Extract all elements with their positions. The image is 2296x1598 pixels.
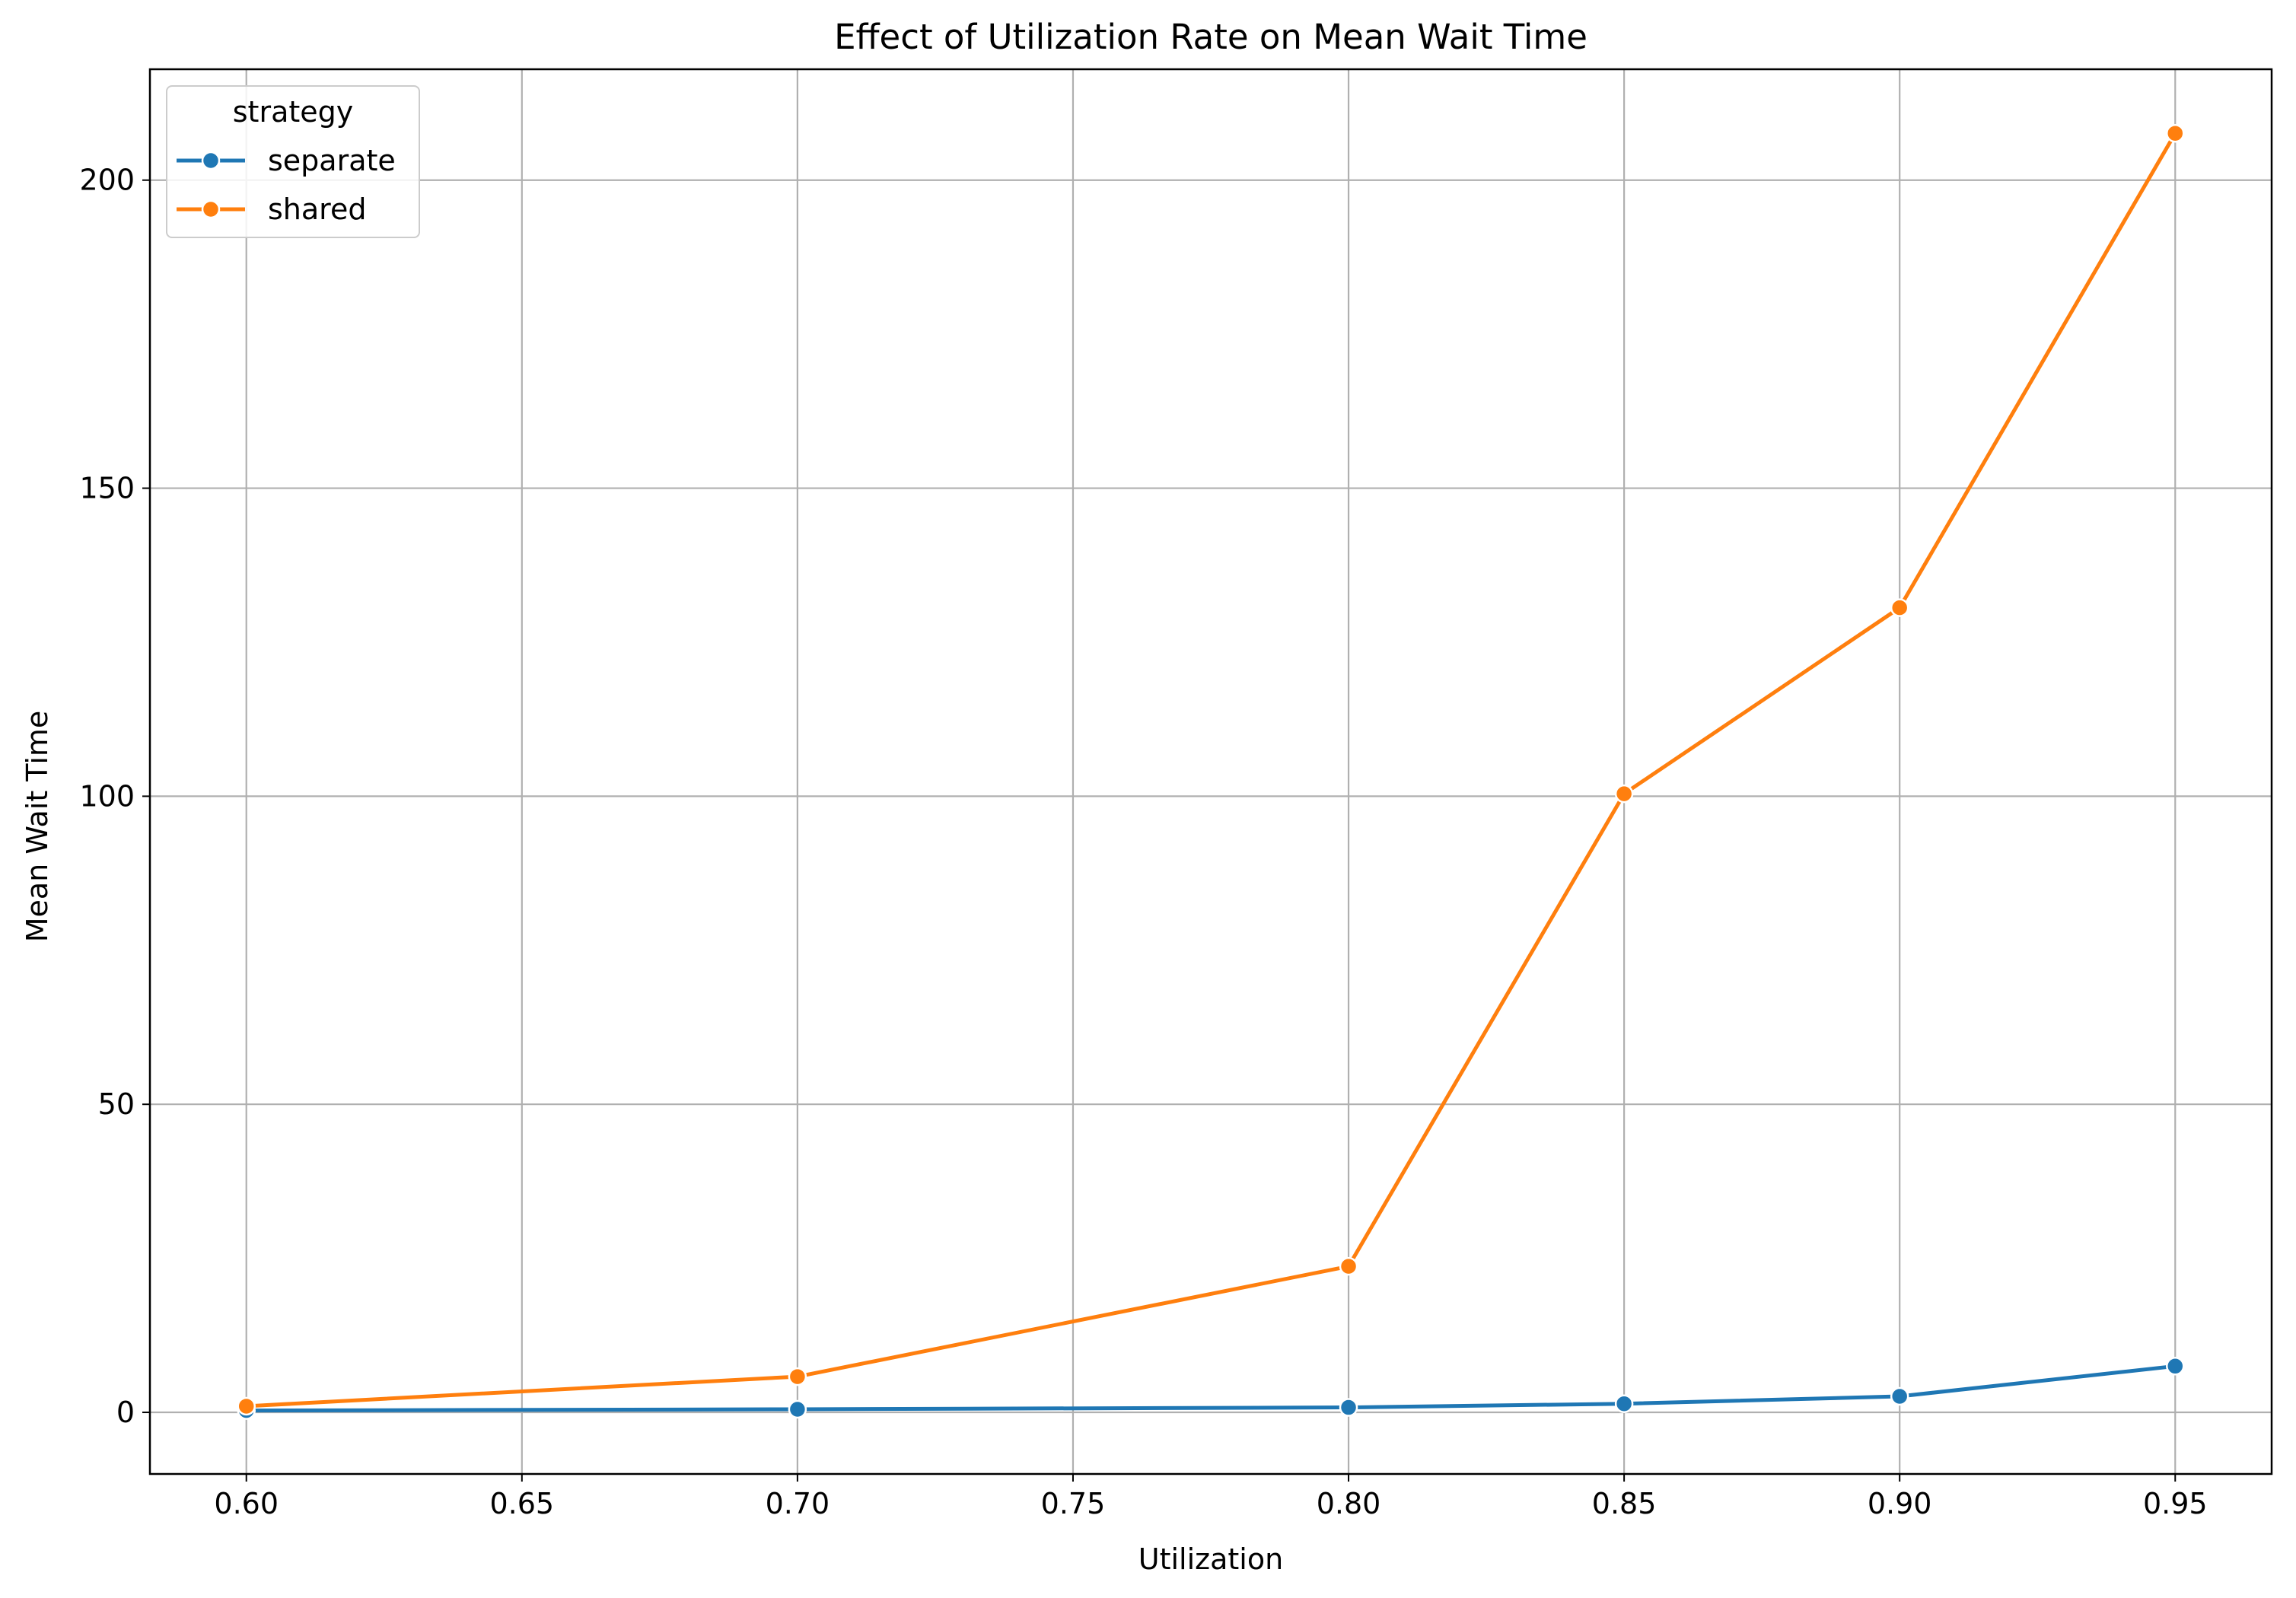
y-tick-label: 0 bbox=[116, 1396, 135, 1429]
x-axis-title: Utilization bbox=[1138, 1542, 1283, 1576]
legend-entries: separate shared bbox=[177, 144, 396, 226]
legend: strategy separate shared bbox=[166, 85, 420, 238]
data-point-shared bbox=[237, 1396, 256, 1416]
legend-entry-shared: shared bbox=[177, 193, 366, 226]
y-axis-title: Mean Wait Time bbox=[21, 711, 54, 943]
legend-frame bbox=[166, 85, 420, 238]
series-lines bbox=[237, 123, 2185, 1420]
data-point-separate bbox=[2166, 1357, 2185, 1376]
data-point-separate bbox=[1890, 1386, 1909, 1406]
series-shared bbox=[237, 123, 2185, 1416]
y-tick-label: 100 bbox=[79, 779, 135, 813]
series-separate bbox=[237, 1357, 2185, 1420]
data-point-shared bbox=[1339, 1256, 1358, 1276]
series-line-separate bbox=[244, 1364, 2177, 1413]
data-point-separate bbox=[1339, 1398, 1358, 1417]
plot-frame bbox=[148, 68, 2273, 1475]
chart-title: Effect of Utilization Rate on Mean Wait … bbox=[834, 17, 1587, 57]
data-point-shared bbox=[2166, 123, 2185, 143]
x-tick-label: 0.95 bbox=[2143, 1487, 2208, 1520]
series-line-shared bbox=[244, 131, 2177, 1409]
x-tick-label: 0.60 bbox=[214, 1487, 279, 1520]
legend-label: shared bbox=[268, 193, 366, 226]
x-tick-label: 0.90 bbox=[1868, 1487, 1932, 1520]
data-point-shared bbox=[1890, 598, 1909, 617]
x-tick-label: 0.85 bbox=[1592, 1487, 1657, 1520]
data-point-shared bbox=[788, 1367, 807, 1386]
legend-entry-separate: separate bbox=[177, 144, 396, 177]
legend-swatch-marker bbox=[201, 199, 221, 219]
x-tick-label: 0.75 bbox=[1041, 1487, 1106, 1520]
grid bbox=[150, 69, 2272, 1474]
data-point-separate bbox=[1614, 1394, 1634, 1413]
legend-swatch-marker bbox=[201, 151, 221, 170]
x-tick-label: 0.65 bbox=[490, 1487, 555, 1520]
legend-label: separate bbox=[268, 144, 396, 177]
y-tick-label: 200 bbox=[79, 164, 135, 197]
legend-title: strategy bbox=[233, 95, 354, 129]
axis-ticks: 0.60 0.65 0.70 0.75 0.80 0.85 0.90 0.95 0 50 100 15… bbox=[79, 164, 2207, 1520]
data-point-shared bbox=[1614, 784, 1634, 804]
x-tick-label: 0.80 bbox=[1317, 1487, 1381, 1520]
data-point-separate bbox=[788, 1399, 807, 1419]
y-tick-label: 150 bbox=[79, 472, 135, 505]
x-tick-label: 0.70 bbox=[766, 1487, 830, 1520]
y-tick-label: 50 bbox=[98, 1087, 135, 1121]
